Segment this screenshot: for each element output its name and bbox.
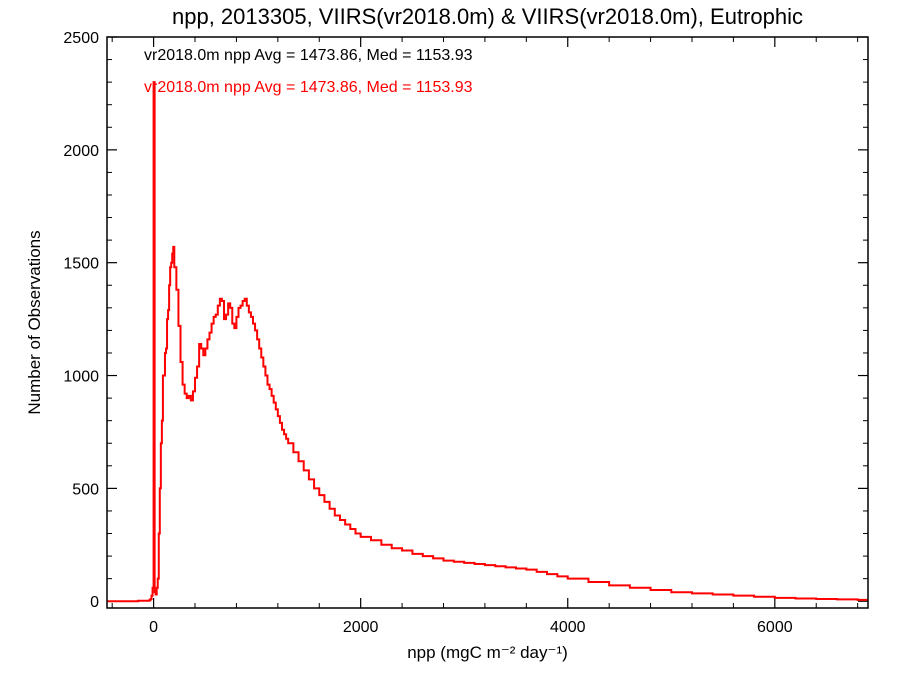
axis-ticks: 0 2000 4000 6000 0 500 1000 1500 2000 2500 <box>63 30 868 636</box>
y-tick-label-0: 0 <box>90 594 99 611</box>
y-tick-label-2000: 2000 <box>63 143 99 160</box>
y-tick-label-1000: 1000 <box>63 369 99 386</box>
x-axis-label: npp (mgC m⁻² day⁻¹) <box>407 643 568 662</box>
chart-title: npp, 2013305, VIIRS(vr2018.0m) & VIIRS(v… <box>172 4 803 29</box>
x-tick-label-6000: 6000 <box>757 619 793 636</box>
annotation-2: vr2018.0m npp Avg = 1473.86, Med = 1153.… <box>144 79 473 96</box>
x-tick-label-4000: 4000 <box>550 619 586 636</box>
x-tick-label-0: 0 <box>149 619 158 636</box>
y-tick-label-2500: 2500 <box>63 30 99 47</box>
plot-frame <box>106 36 869 609</box>
series-red-histogram <box>107 81 868 603</box>
y-tick-label-1500: 1500 <box>63 256 99 273</box>
y-axis-label: Number of Observations <box>25 230 44 414</box>
y-tick-label-500: 500 <box>72 481 99 498</box>
x-tick-label-2000: 2000 <box>343 619 379 636</box>
annotation-1: vr2018.0m npp Avg = 1473.86, Med = 1153.… <box>144 47 473 64</box>
chart-annotations: vr2018.0m npp Avg = 1473.86, Med = 1153.… <box>144 47 473 96</box>
